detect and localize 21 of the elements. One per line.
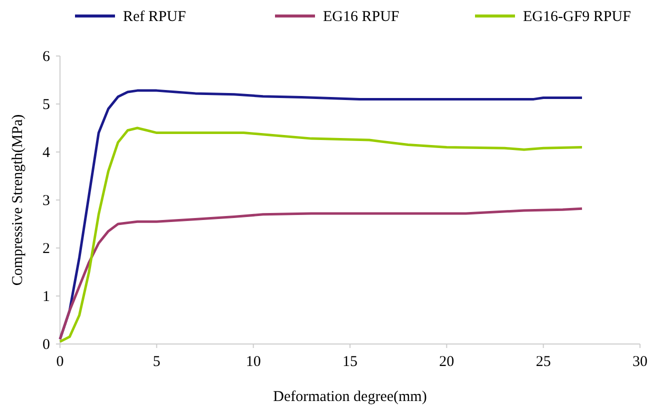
x-tick-label: 10 <box>246 354 261 370</box>
y-tick-label: 6 <box>42 49 50 65</box>
x-tick-label: 15 <box>342 354 358 370</box>
y-tick-label: 0 <box>42 337 50 353</box>
legend-label: Ref RPUF <box>123 9 186 25</box>
x-tick-label: 30 <box>632 354 648 370</box>
y-tick-label: 4 <box>42 145 50 161</box>
y-tick-label: 3 <box>42 193 50 209</box>
y-tick-label: 2 <box>42 241 50 257</box>
y-axis-title: Compressive Strength(MPa) <box>10 114 26 286</box>
x-axis-title: Deformation degree(mm) <box>273 389 427 405</box>
x-tick-label: 5 <box>152 354 160 370</box>
line-series <box>58 126 584 343</box>
x-tick-label: 20 <box>439 354 454 370</box>
y-tick-label: 1 <box>42 289 50 305</box>
line-series <box>58 207 584 340</box>
legend-label: EG16 RPUF <box>323 9 400 25</box>
x-tick-label: 25 <box>536 354 551 370</box>
y-tick-label: 5 <box>42 97 50 113</box>
x-tick-label: 0 <box>56 354 64 370</box>
legend-label: EG16-GF9 RPUF <box>523 9 631 25</box>
